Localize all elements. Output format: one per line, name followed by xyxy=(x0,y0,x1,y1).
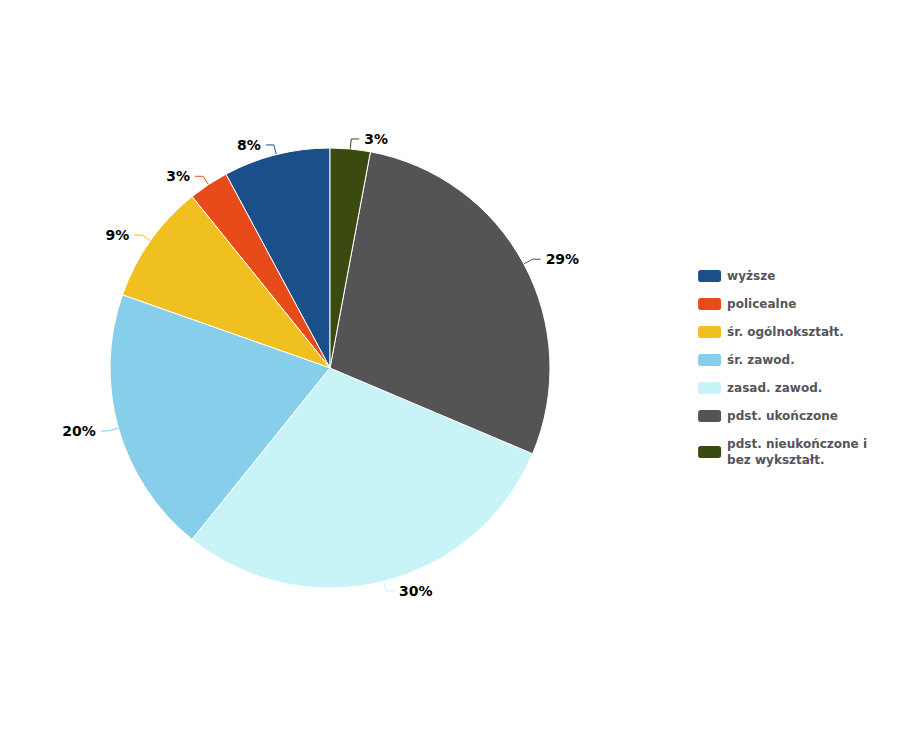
svg-text:3%: 3% xyxy=(364,131,388,147)
svg-text:śr. ogólnokształt.: śr. ogólnokształt. xyxy=(727,325,844,339)
svg-text:zasad. zawod.: zasad. zawod. xyxy=(727,381,822,395)
svg-text:wyższe: wyższe xyxy=(727,269,775,283)
svg-text:9%: 9% xyxy=(105,227,129,243)
svg-text:policealne: policealne xyxy=(727,297,796,311)
svg-text:3%: 3% xyxy=(166,168,190,184)
svg-text:śr. zawod.: śr. zawod. xyxy=(727,353,795,367)
svg-text:30%: 30% xyxy=(399,583,433,599)
svg-text:29%: 29% xyxy=(546,251,580,267)
svg-text:pdst. ukończone: pdst. ukończone xyxy=(727,409,838,423)
svg-text:bez wykształt.: bez wykształt. xyxy=(727,453,825,467)
svg-text:pdst. nieukończone i: pdst. nieukończone i xyxy=(727,437,867,451)
svg-text:20%: 20% xyxy=(62,423,96,439)
svg-text:8%: 8% xyxy=(237,137,261,153)
